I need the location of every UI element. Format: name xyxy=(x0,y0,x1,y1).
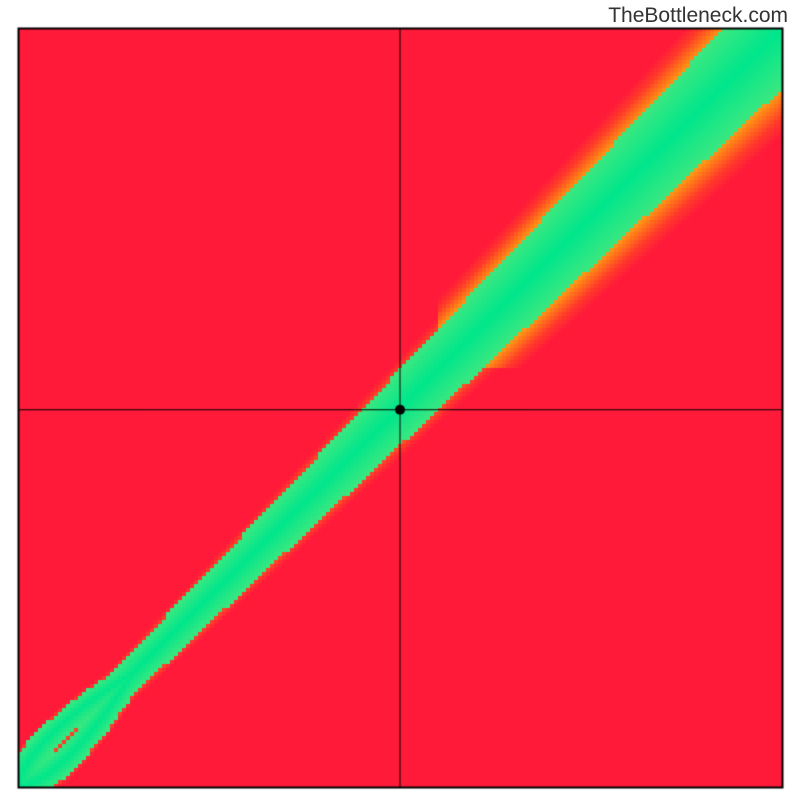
chart-container: TheBottleneck.com xyxy=(0,0,800,800)
bottleneck-heatmap xyxy=(0,0,800,800)
watermark-text: TheBottleneck.com xyxy=(608,4,788,28)
